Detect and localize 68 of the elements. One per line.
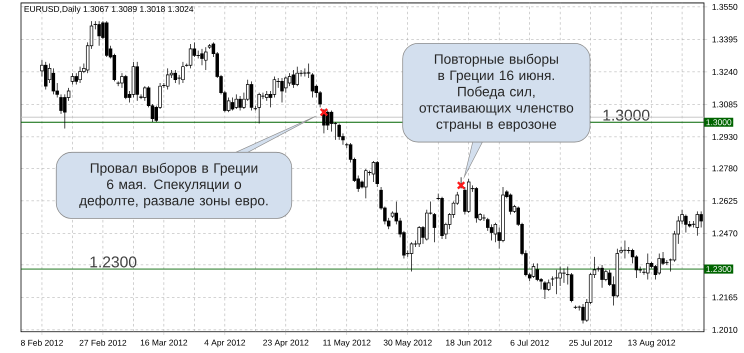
candlestick <box>188 44 192 69</box>
candlestick <box>696 210 700 236</box>
x-tick-label: 30 May 2012 <box>384 340 432 348</box>
candlestick <box>44 61 48 90</box>
candlestick <box>417 226 421 248</box>
candlestick <box>600 264 604 288</box>
candlestick <box>562 268 566 284</box>
ref-line-label: 1.2300 <box>90 256 136 268</box>
candlestick <box>257 92 261 124</box>
candlestick <box>543 280 547 300</box>
y-tick-label: 1.2165 <box>712 294 738 300</box>
y-tick-label: 1.3240 <box>712 68 738 75</box>
text: 1.2300 <box>706 266 732 272</box>
x-tick-label: 13 Aug 2012 <box>628 340 676 348</box>
candlestick <box>70 72 74 85</box>
candlestick <box>554 269 558 294</box>
x-tick-label: 4 Apr 2012 <box>204 340 246 348</box>
candlestick <box>410 242 414 272</box>
candlestick <box>326 110 330 130</box>
candlestick <box>574 305 578 310</box>
candlestick <box>181 61 185 84</box>
y-tick-label: 1.2010 <box>712 326 738 333</box>
x-tick-label: 27 Feb 2012 <box>80 340 126 346</box>
candlestick <box>265 90 268 102</box>
candlestick <box>238 96 242 111</box>
candlestick <box>97 20 101 46</box>
candlestick <box>292 70 296 88</box>
x-tick-label: 16 Mar 2012 <box>140 340 188 346</box>
candlestick <box>166 68 170 90</box>
y-tick-label: 1.3550 <box>712 4 738 10</box>
candlestick <box>337 123 341 140</box>
y-tick-label: 1.3395 <box>712 36 738 42</box>
candlestick <box>230 97 234 111</box>
y-tick-label: 1.2470 <box>712 230 738 236</box>
annotation: Повторные выборы в Греции 16 июня. Победа сил, отстаивающих членство страны в еврозоне <box>420 54 574 132</box>
candlestick <box>646 253 650 280</box>
candlestick <box>376 160 379 188</box>
ref-line-label: 1.3000 <box>603 110 650 121</box>
candlestick <box>372 160 376 182</box>
y-tick-label: 1.3085 <box>712 101 738 108</box>
x-tick-label: 6 Jul 2012 <box>510 340 549 346</box>
y-tick-label: 1.2625 <box>712 198 738 204</box>
candlestick <box>558 266 562 286</box>
candlestick <box>296 66 299 86</box>
x-tick-label: 25 Jul 2012 <box>569 340 612 346</box>
candlestick <box>234 94 238 110</box>
candlestick <box>174 70 178 84</box>
candlestick <box>78 66 82 84</box>
candlestick <box>288 72 292 86</box>
x-tick-label: 8 Feb 2012 <box>20 340 63 346</box>
chart-title: EURUSD,Daily 1.3067 1.3089 1.3018 1.3024 <box>24 6 194 14</box>
candlestick <box>508 193 512 215</box>
candlestick <box>604 269 608 282</box>
x-tick-label: 23 Apr 2012 <box>263 340 308 348</box>
y-tick-label: 1.2930 <box>712 134 738 140</box>
y-tick-label: 1.2780 <box>712 165 738 172</box>
candlestick <box>204 46 208 70</box>
x-tick-label: 11 May 2012 <box>323 340 370 348</box>
candlestick <box>364 168 368 199</box>
candlestick <box>63 94 67 129</box>
x-tick-label: 18 Jun 2012 <box>446 340 492 346</box>
candlestick <box>124 74 128 100</box>
candlestick <box>250 80 254 111</box>
candlestick <box>546 279 550 292</box>
annotation: Провал выборов в Греции 6 мая. Спекуляции о дефолте, развале зоны евро. <box>79 162 268 208</box>
candlestick <box>52 68 56 95</box>
text: 1.3000 <box>706 119 732 126</box>
candlestick <box>494 222 498 242</box>
